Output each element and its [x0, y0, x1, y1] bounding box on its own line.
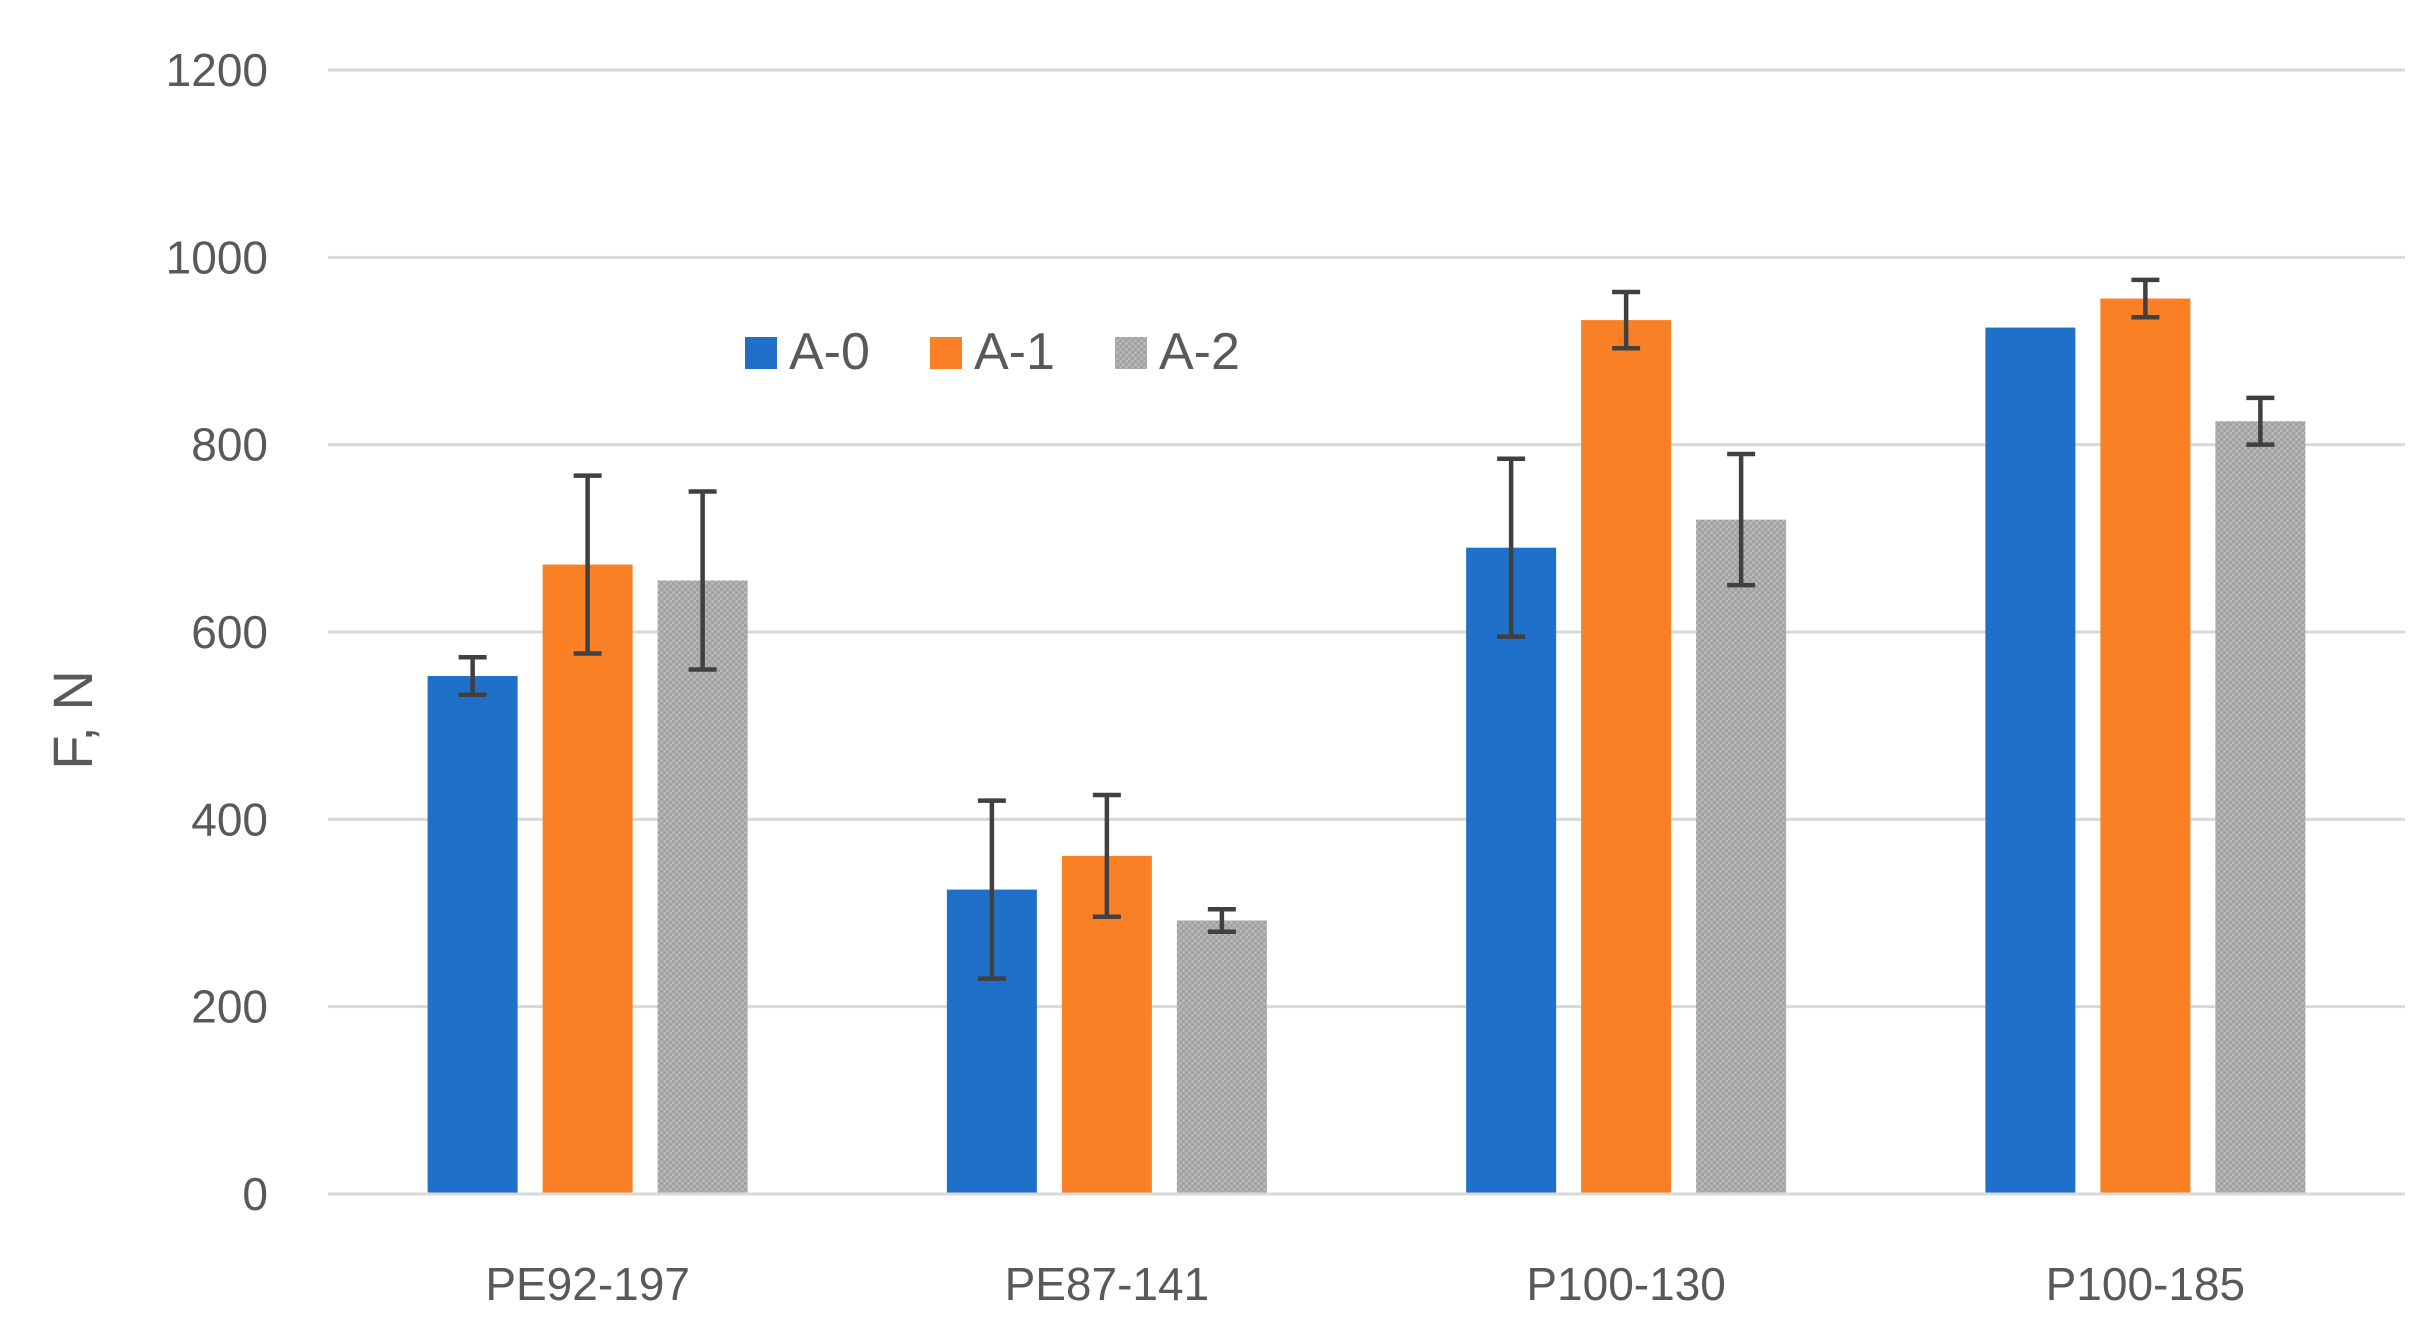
- error-bar: [1497, 456, 1526, 639]
- legend: A-0 A-1 A-2: [745, 323, 1240, 381]
- x-tick-label: PE87-141: [1005, 1258, 1210, 1310]
- error-bar: [1207, 907, 1236, 934]
- x-tick-label: PE92-197: [485, 1258, 690, 1310]
- legend-swatch: [745, 337, 777, 369]
- error-bar: [458, 655, 487, 698]
- y-axis-title: F, N: [41, 670, 104, 770]
- error-bar: [1092, 792, 1121, 919]
- legend-item-a-0: A-0: [745, 323, 870, 381]
- bar-a-0-p100-130: [1466, 547, 1557, 1194]
- legend-label: A-1: [974, 323, 1055, 381]
- error-bar: [688, 489, 717, 672]
- error-bar: [2246, 395, 2275, 447]
- bars: [427, 298, 2306, 1195]
- y-tick-label: 400: [191, 793, 268, 845]
- bar-a-0-pe92-197: [427, 676, 518, 1194]
- axes: F, N 0 200 400 600 800 1000 1200 PE92-197 PE87-1…: [41, 44, 2405, 1310]
- bar-a-2-pe87-141: [1176, 920, 1267, 1194]
- y-tick-label: 800: [191, 419, 268, 471]
- bar-a-0-p100-185: [1985, 327, 2076, 1194]
- legend-label: A-0: [789, 323, 870, 381]
- error-bar: [2131, 277, 2160, 320]
- bar-a-2-pe92-197: [657, 580, 748, 1194]
- error-bar: [573, 473, 602, 656]
- bar-a-1-pe92-197: [542, 564, 633, 1194]
- legend-item-a-1: A-1: [930, 323, 1055, 381]
- legend-swatch: [930, 337, 962, 369]
- error-bar: [1727, 451, 1756, 588]
- legend-item-a-2: A-2: [1115, 323, 1240, 381]
- gridlines: [328, 68, 2405, 1196]
- y-tick-label: 0: [242, 1168, 268, 1220]
- x-tick-label: P100-130: [1526, 1258, 1726, 1310]
- y-tick-label: 200: [191, 981, 268, 1033]
- bar-a-1-p100-130: [1581, 320, 1672, 1195]
- error-bars: [458, 277, 2275, 981]
- legend-label: A-2: [1159, 323, 1240, 381]
- bar-a-1-p100-185: [2100, 298, 2191, 1195]
- y-tick-label: 1000: [166, 231, 268, 283]
- bar-a-2-p100-185: [2215, 421, 2306, 1194]
- x-tick-label: P100-185: [2046, 1258, 2246, 1310]
- error-bar: [977, 798, 1006, 981]
- error-bar: [1612, 289, 1641, 351]
- y-tick-label: 1200: [166, 44, 268, 96]
- y-tick-label: 600: [191, 606, 268, 658]
- bar-a-2-p100-130: [1696, 519, 1787, 1194]
- legend-swatch: [1115, 337, 1147, 369]
